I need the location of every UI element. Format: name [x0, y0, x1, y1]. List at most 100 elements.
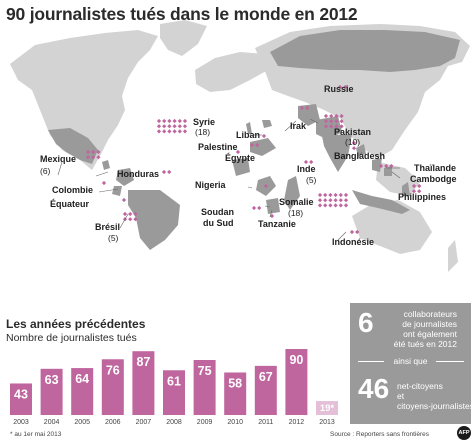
label-soudan: Soudan — [201, 207, 234, 217]
label-liban: Liban — [236, 130, 260, 140]
marker-somalie — [333, 203, 338, 208]
leader-lines — [57, 118, 406, 241]
marker-somalie — [323, 203, 328, 208]
num-bresil: (5) — [108, 233, 119, 243]
marker-somalie — [333, 198, 338, 203]
label-inde: Inde — [297, 164, 316, 174]
marker-syrie — [182, 124, 188, 129]
marker-bresil — [133, 211, 138, 217]
label-philippines: Philippines — [398, 192, 446, 202]
marker-syrie — [177, 118, 182, 124]
marker-russie — [343, 84, 348, 90]
label-pakistan: Pakistan — [334, 127, 371, 137]
marker-syrie — [182, 129, 188, 134]
year-label-2012: 2012 — [289, 419, 305, 426]
label-tanzanie: Tanzanie — [258, 219, 296, 229]
marker-bresil — [122, 211, 128, 217]
label-palestine: Palestine — [198, 142, 238, 152]
marker-somalie — [333, 192, 338, 198]
num-somalie: (18) — [288, 208, 303, 218]
year-label-2005: 2005 — [74, 419, 90, 426]
label-honduras: Honduras — [117, 169, 159, 179]
bar-chart: 43 2003 63 2004 64 2005 76 2006 87 2007 61 2008 75 20… — [10, 349, 338, 426]
marker-palestine — [255, 142, 260, 148]
marker-pakistan — [329, 119, 334, 124]
marker-pakistan — [323, 119, 329, 124]
year-label-2003: 2003 — [13, 419, 29, 426]
marker-somalie — [343, 198, 349, 203]
marker-palestine — [249, 142, 255, 148]
marker-thailande — [384, 163, 389, 169]
page-title: 90 journalistes tués dans le monde en 20… — [6, 4, 358, 24]
citizens-text: net-citoyens et citoyens-journalistes — [397, 381, 474, 411]
bar-2004 — [40, 368, 63, 415]
marker-bangladesh — [351, 146, 357, 151]
marker-syrie — [156, 124, 162, 129]
divider-right — [436, 361, 464, 362]
citizens-line-1: net-citoyens — [397, 381, 443, 391]
year-label-2013: 2013 — [319, 419, 335, 426]
marker-bresil — [133, 217, 138, 222]
marker-syrie — [167, 118, 172, 124]
label-russie: Russie — [324, 84, 354, 94]
marker-somalie — [328, 203, 333, 208]
bar-value-2007: 87 — [136, 355, 150, 369]
marker-syrie — [162, 124, 167, 129]
marker-indonesie — [349, 229, 355, 235]
year-label-2004: 2004 — [44, 419, 60, 426]
bar-2005 — [71, 368, 94, 415]
bar-value-2006: 76 — [106, 363, 120, 377]
marker-honduras — [167, 169, 172, 175]
marker-somalie — [338, 192, 343, 198]
bar-value-2011: 67 — [259, 370, 273, 384]
label-syrie: Syrie — [193, 117, 215, 127]
label-indonesie: Indonésie — [332, 237, 374, 247]
marker-syrie — [182, 118, 188, 124]
bar-2009 — [193, 360, 216, 415]
marker-bangladesh — [351, 140, 357, 146]
marker-thailande — [389, 163, 394, 169]
section-title: Les années précédentes — [6, 317, 146, 331]
label-mexique: Mexique — [40, 154, 76, 164]
marker-egypte — [235, 149, 241, 155]
bar-value-2003: 43 — [14, 387, 28, 401]
citizens-line-3: citoyens-journalistes — [397, 401, 475, 411]
marker-pakistan — [339, 124, 344, 129]
label-somalie: Somalie — [279, 197, 314, 207]
bar-2010 — [224, 372, 247, 415]
bar-2003 — [10, 383, 32, 415]
marker-honduras — [161, 169, 167, 175]
world-map: Russie Syrie (18) Irak Liban Pakistan (1… — [10, 20, 470, 272]
marker-pakistan — [323, 124, 329, 129]
collaborators-line-4: été tués en 2012 — [393, 339, 457, 349]
bar-value-2005: 64 — [75, 372, 89, 386]
marker-syrie — [162, 129, 167, 134]
year-label-2008: 2008 — [166, 419, 182, 426]
marker-indonesie — [355, 229, 360, 235]
label-thailande: Thaïlande — [414, 163, 456, 173]
year-label-2010: 2010 — [227, 419, 243, 426]
bar-2007 — [132, 351, 155, 415]
collaborators-line-3: ont également — [403, 329, 457, 339]
marker-thailande — [378, 163, 384, 169]
marker-somalie — [343, 192, 349, 198]
marker-philippines — [411, 189, 417, 194]
label-nigeria: Nigeria — [195, 180, 227, 190]
marker-pakistan — [334, 124, 339, 129]
label-colombie: Colombie — [52, 185, 93, 195]
year-label-2006: 2006 — [105, 419, 121, 426]
marker-syrie — [172, 124, 177, 129]
citizens-line-2: et — [397, 391, 405, 401]
label-bangladesh: Bangladesh — [334, 151, 385, 161]
marker-syrie — [162, 118, 167, 124]
marker-philippines — [417, 189, 422, 194]
marker-bresil — [128, 217, 133, 222]
year-label-2011: 2011 — [258, 419, 273, 426]
label-equateur: Équateur — [50, 199, 90, 209]
bar-value-2008: 61 — [167, 374, 181, 388]
source-credit: Source : Reporters sans frontières — [330, 431, 429, 438]
marker-somalie — [328, 192, 333, 198]
marker-tanzanie — [269, 213, 275, 219]
info-box: 6 collaborateurs de journalistes ont éga… — [350, 303, 474, 424]
bar-2011 — [254, 365, 277, 415]
